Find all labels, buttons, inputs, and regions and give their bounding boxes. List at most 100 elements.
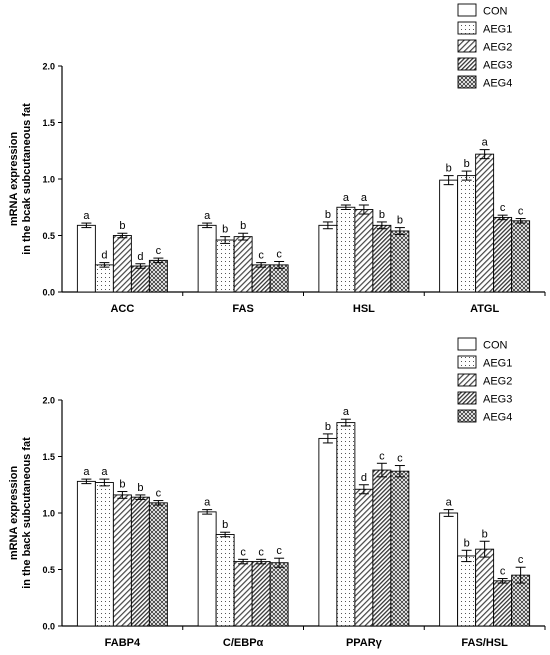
x-category-label: HSL xyxy=(353,303,375,315)
significance-letter: b xyxy=(240,220,246,232)
bar xyxy=(354,488,374,627)
legend-label: AEG2 xyxy=(483,42,512,54)
legend-label: AEG2 xyxy=(483,376,512,388)
significance-letter: b xyxy=(379,209,385,221)
bar xyxy=(130,265,150,293)
chart-panel-top: 0.0 0.5 1.0 1.5 2.0 mRNA expression in the bca… xyxy=(8,3,546,315)
significance-letter: b xyxy=(222,519,228,531)
significance-letter: c xyxy=(156,245,162,257)
significance-letter: a xyxy=(101,466,108,478)
bar xyxy=(76,480,96,627)
significance-letter: b xyxy=(397,215,403,227)
bar xyxy=(439,512,459,627)
legend-label: AEG4 xyxy=(483,412,512,424)
significance-letter: c xyxy=(240,546,246,558)
legend-label: AEG1 xyxy=(483,358,512,370)
y-tick-label: 1.5 xyxy=(42,452,55,462)
bar xyxy=(493,580,513,627)
y-tick-label: 1.0 xyxy=(42,509,55,519)
legend-swatch xyxy=(457,373,477,387)
legend-swatch xyxy=(457,409,477,423)
bar xyxy=(269,264,289,293)
bar xyxy=(197,224,217,293)
y-tick-label: 1.5 xyxy=(42,118,55,128)
legend-swatch xyxy=(457,57,477,71)
significance-letter: d xyxy=(137,251,143,263)
bar xyxy=(511,220,531,293)
legend-label: AEG4 xyxy=(483,78,512,90)
bar xyxy=(372,224,392,293)
bar xyxy=(493,216,513,293)
significance-letter: b xyxy=(464,158,470,170)
bar xyxy=(130,496,150,627)
bar xyxy=(372,469,392,627)
bar xyxy=(318,437,338,627)
chart-panel-bottom: 0.0 0.5 1.0 1.5 2.0 mRNA expression in the bac… xyxy=(8,337,546,649)
bar xyxy=(233,561,253,627)
legend-swatch xyxy=(457,39,477,53)
bar xyxy=(76,224,96,293)
y-axis-label: in the back subcutaneous fat xyxy=(21,437,33,589)
significance-letter: c xyxy=(379,450,385,462)
bar xyxy=(251,561,271,627)
significance-letter: b xyxy=(222,224,228,236)
significance-letter: a xyxy=(83,466,90,478)
significance-letter: c xyxy=(500,202,506,214)
bar xyxy=(269,562,289,627)
bar xyxy=(475,153,495,293)
significance-letter: b xyxy=(325,209,331,221)
y-axis-label: mRNA expression xyxy=(8,132,20,227)
bar xyxy=(251,264,271,293)
legend-swatch xyxy=(457,3,477,17)
significance-letter: b xyxy=(464,537,470,549)
y-tick-label: 0.5 xyxy=(42,565,55,575)
x-category-label: FAS/HSL xyxy=(461,637,508,649)
significance-letter: c xyxy=(518,554,524,566)
bar xyxy=(215,534,235,627)
x-category-label: ATGL xyxy=(470,303,499,315)
significance-letter: c xyxy=(500,566,506,578)
significance-letter: a xyxy=(204,497,211,509)
legend-label: CON xyxy=(483,340,508,352)
bar xyxy=(457,555,477,627)
significance-letter: d xyxy=(361,472,367,484)
bar xyxy=(94,264,114,293)
y-tick-label: 2.0 xyxy=(42,62,55,72)
significance-letter: c xyxy=(258,250,264,262)
y-axis-label: in the bcak subcutaneous fat xyxy=(21,103,33,255)
significance-letter: b xyxy=(446,163,452,175)
y-tick-label: 0.0 xyxy=(42,622,55,632)
legend-label: CON xyxy=(483,6,508,18)
significance-letter: a xyxy=(446,497,453,509)
significance-letter: a xyxy=(343,406,350,418)
y-tick-label: 0.0 xyxy=(42,288,55,298)
significance-letter: c xyxy=(258,546,264,558)
significance-letter: c xyxy=(276,545,282,557)
bar xyxy=(336,206,356,293)
significance-letter: c xyxy=(518,206,524,218)
legend-swatch xyxy=(457,21,477,35)
bar xyxy=(215,239,235,293)
bar xyxy=(457,175,477,293)
bar xyxy=(112,235,132,293)
legend-swatch xyxy=(457,355,477,369)
bar xyxy=(336,422,356,627)
bar xyxy=(112,494,132,627)
bar xyxy=(148,502,168,627)
significance-letter: a xyxy=(482,137,489,149)
x-category-label: C/EBPα xyxy=(223,637,264,649)
significance-letter: b xyxy=(137,482,143,494)
y-tick-label: 1.0 xyxy=(42,175,55,185)
bar xyxy=(318,224,338,293)
significance-letter: a xyxy=(83,210,90,222)
y-tick-label: 2.0 xyxy=(42,396,55,406)
bar xyxy=(233,236,253,293)
significance-letter: b xyxy=(119,479,125,491)
y-tick-label: 0.5 xyxy=(42,231,55,241)
significance-letter: a xyxy=(361,192,368,204)
significance-letter: d xyxy=(101,250,107,262)
bar xyxy=(390,230,410,293)
legend-label: AEG3 xyxy=(483,394,512,406)
bar xyxy=(475,548,495,627)
